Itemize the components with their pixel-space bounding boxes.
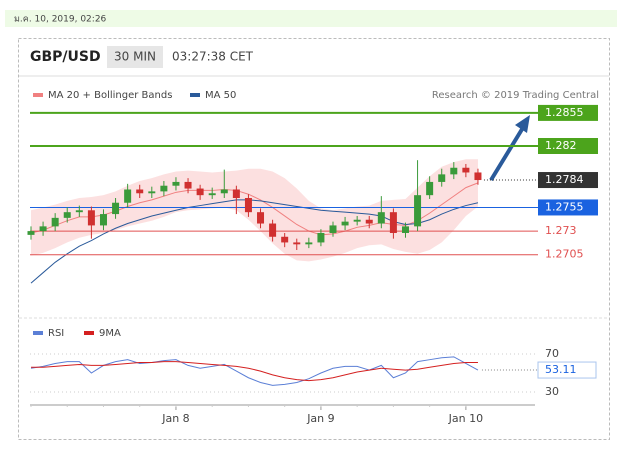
level-box: [538, 138, 598, 154]
symbol: GBP/USD: [30, 49, 101, 65]
candle-body: [136, 189, 144, 194]
candle-body: [293, 242, 301, 245]
candle-body: [341, 221, 349, 226]
date: ม.ค. 10, 2019, 02:26: [14, 15, 107, 25]
rsi-tick-label: 70: [545, 347, 559, 360]
candle-body: [389, 212, 397, 233]
candle-body: [99, 214, 107, 226]
legend-swatch: [190, 93, 200, 97]
level-box: [538, 199, 598, 216]
candle-body: [63, 212, 71, 218]
candle-body: [269, 223, 277, 237]
date-bar: [5, 10, 617, 27]
legend-label: 9MA: [99, 328, 121, 339]
candle-body: [414, 195, 422, 227]
candle-body: [257, 212, 265, 224]
legend-swatch: [33, 93, 43, 97]
rsi-tick-label: 30: [545, 385, 559, 398]
level-label: 1.282: [545, 139, 577, 152]
level-label: 1.2855: [545, 106, 584, 119]
candle-body: [401, 226, 409, 233]
rsi-line: [30, 356, 479, 386]
candle-body: [317, 232, 325, 243]
candle-body: [281, 236, 289, 243]
card: [18, 38, 610, 440]
arrow-head: [515, 115, 530, 133]
candle-body: [220, 189, 228, 194]
candle-body: [51, 217, 59, 227]
level-label: 1.273: [545, 224, 577, 237]
rsi-last-label: 53.11: [545, 363, 577, 376]
time: 03:27:38 CET: [172, 50, 254, 64]
last-price-box: [538, 172, 598, 189]
legend-swatch: [33, 331, 43, 335]
candle-body: [474, 172, 482, 181]
rsi-last-box: [537, 361, 597, 379]
legend-label: MA 20 + Bollinger Bands: [48, 90, 172, 101]
level-label: 1.2705: [545, 248, 584, 261]
candle-body: [75, 210, 83, 213]
candle-body: [462, 167, 470, 173]
last-price-label: 1.2784: [545, 173, 584, 186]
candle-body: [438, 174, 446, 182]
candle-body: [124, 189, 132, 203]
bollinger-band: [31, 159, 478, 262]
x-tick-label: Jan 10: [448, 412, 483, 425]
candle-body: [426, 181, 434, 196]
candle-body: [148, 191, 156, 194]
legend-label: MA 50: [205, 90, 236, 101]
x-tick-label: Jan 8: [161, 412, 189, 425]
candle-body: [87, 210, 95, 226]
candle-body: [27, 231, 35, 235]
legend-label: RSI: [48, 328, 64, 339]
level-box: [538, 104, 598, 121]
candle-body: [329, 225, 337, 233]
candle-body: [208, 193, 216, 196]
candle-body: [39, 226, 47, 232]
candle-body: [353, 219, 361, 222]
ma-line: [30, 199, 479, 284]
interval-box: [107, 46, 163, 68]
candle-body: [377, 212, 385, 224]
candle-body: [305, 242, 313, 245]
candle-body: [172, 181, 180, 186]
legend-swatch: [84, 331, 94, 335]
candle-body: [112, 202, 120, 215]
rsi-line: [31, 361, 478, 382]
candle-body: [232, 189, 240, 198]
level-label: 1.2755: [545, 200, 584, 213]
candle-body: [160, 185, 168, 192]
credit: Research © 2019 Trading Central: [432, 90, 599, 101]
x-tick-label: Jan 9: [306, 412, 334, 425]
candle-body: [184, 181, 192, 189]
candle-body: [365, 219, 373, 224]
candle-body: [244, 198, 252, 213]
candle-body: [196, 188, 204, 196]
interval: 30 MIN: [114, 50, 156, 64]
arrow-line: [489, 124, 526, 182]
candle-body: [450, 167, 458, 175]
